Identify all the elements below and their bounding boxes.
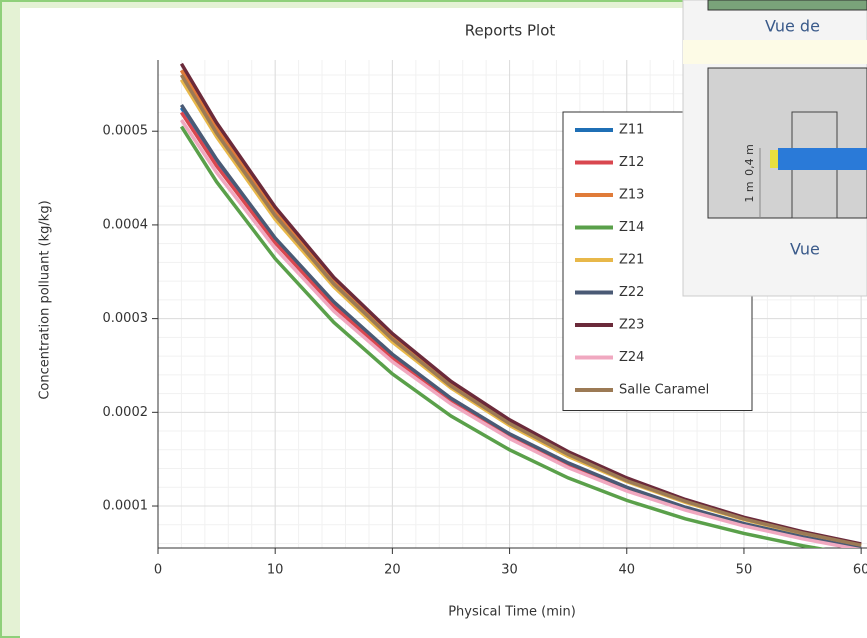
legend-label: Z23	[619, 318, 644, 333]
legend-label: Z12	[619, 155, 644, 170]
overlay-caption: Vue de	[765, 17, 820, 36]
y-tick-label: 0.0004	[103, 217, 149, 232]
overlay-caption: Vue	[790, 240, 820, 259]
overlay-top-view	[708, 0, 867, 10]
y-axis-title: Concentration polluant (kg/kg)	[38, 200, 53, 399]
y-tick-label: 0.0002	[103, 405, 149, 420]
overlay-band	[683, 40, 867, 64]
screen: 0 10 20 30 40 50 60 0.0001 0.0002 0.0003 0.0004 0.0…	[0, 0, 867, 638]
legend-label: Z22	[619, 285, 644, 300]
x-tick-label: 10	[267, 563, 284, 578]
overlay-side-view	[708, 68, 867, 218]
page: 0 10 20 30 40 50 60 0.0001 0.0002 0.0003 0.0004 0.0…	[0, 0, 867, 638]
legend-label: Salle Caramel	[619, 383, 709, 398]
x-tick-label: 20	[384, 563, 401, 578]
overlay: Vue de 0,4 m 1 m Vue	[683, 0, 867, 296]
x-tick-label: 0	[154, 563, 162, 578]
y-tick-label: 0.0001	[103, 499, 149, 514]
x-tick-label: 50	[736, 563, 753, 578]
overlay-dim: 0,4 m	[743, 144, 756, 176]
overlay-yellow-zone	[770, 150, 778, 168]
overlay-dim: 1 m	[743, 181, 756, 202]
x-axis-title: Physical Time (min)	[448, 605, 576, 620]
legend-label: Z21	[619, 253, 644, 268]
legend-label: Z11	[619, 123, 644, 138]
overlay-blue-zone	[778, 148, 867, 170]
legend-label: Z13	[619, 188, 644, 203]
y-tick-label: 0.0005	[103, 124, 149, 139]
legend-label: Z14	[619, 220, 644, 235]
chart-title: Reports Plot	[465, 22, 556, 40]
x-tick-label: 60	[853, 563, 867, 578]
x-tick-label: 30	[501, 563, 518, 578]
x-tick-label: 40	[618, 563, 635, 578]
y-tick-label: 0.0003	[103, 311, 149, 326]
legend-label: Z24	[619, 350, 644, 365]
